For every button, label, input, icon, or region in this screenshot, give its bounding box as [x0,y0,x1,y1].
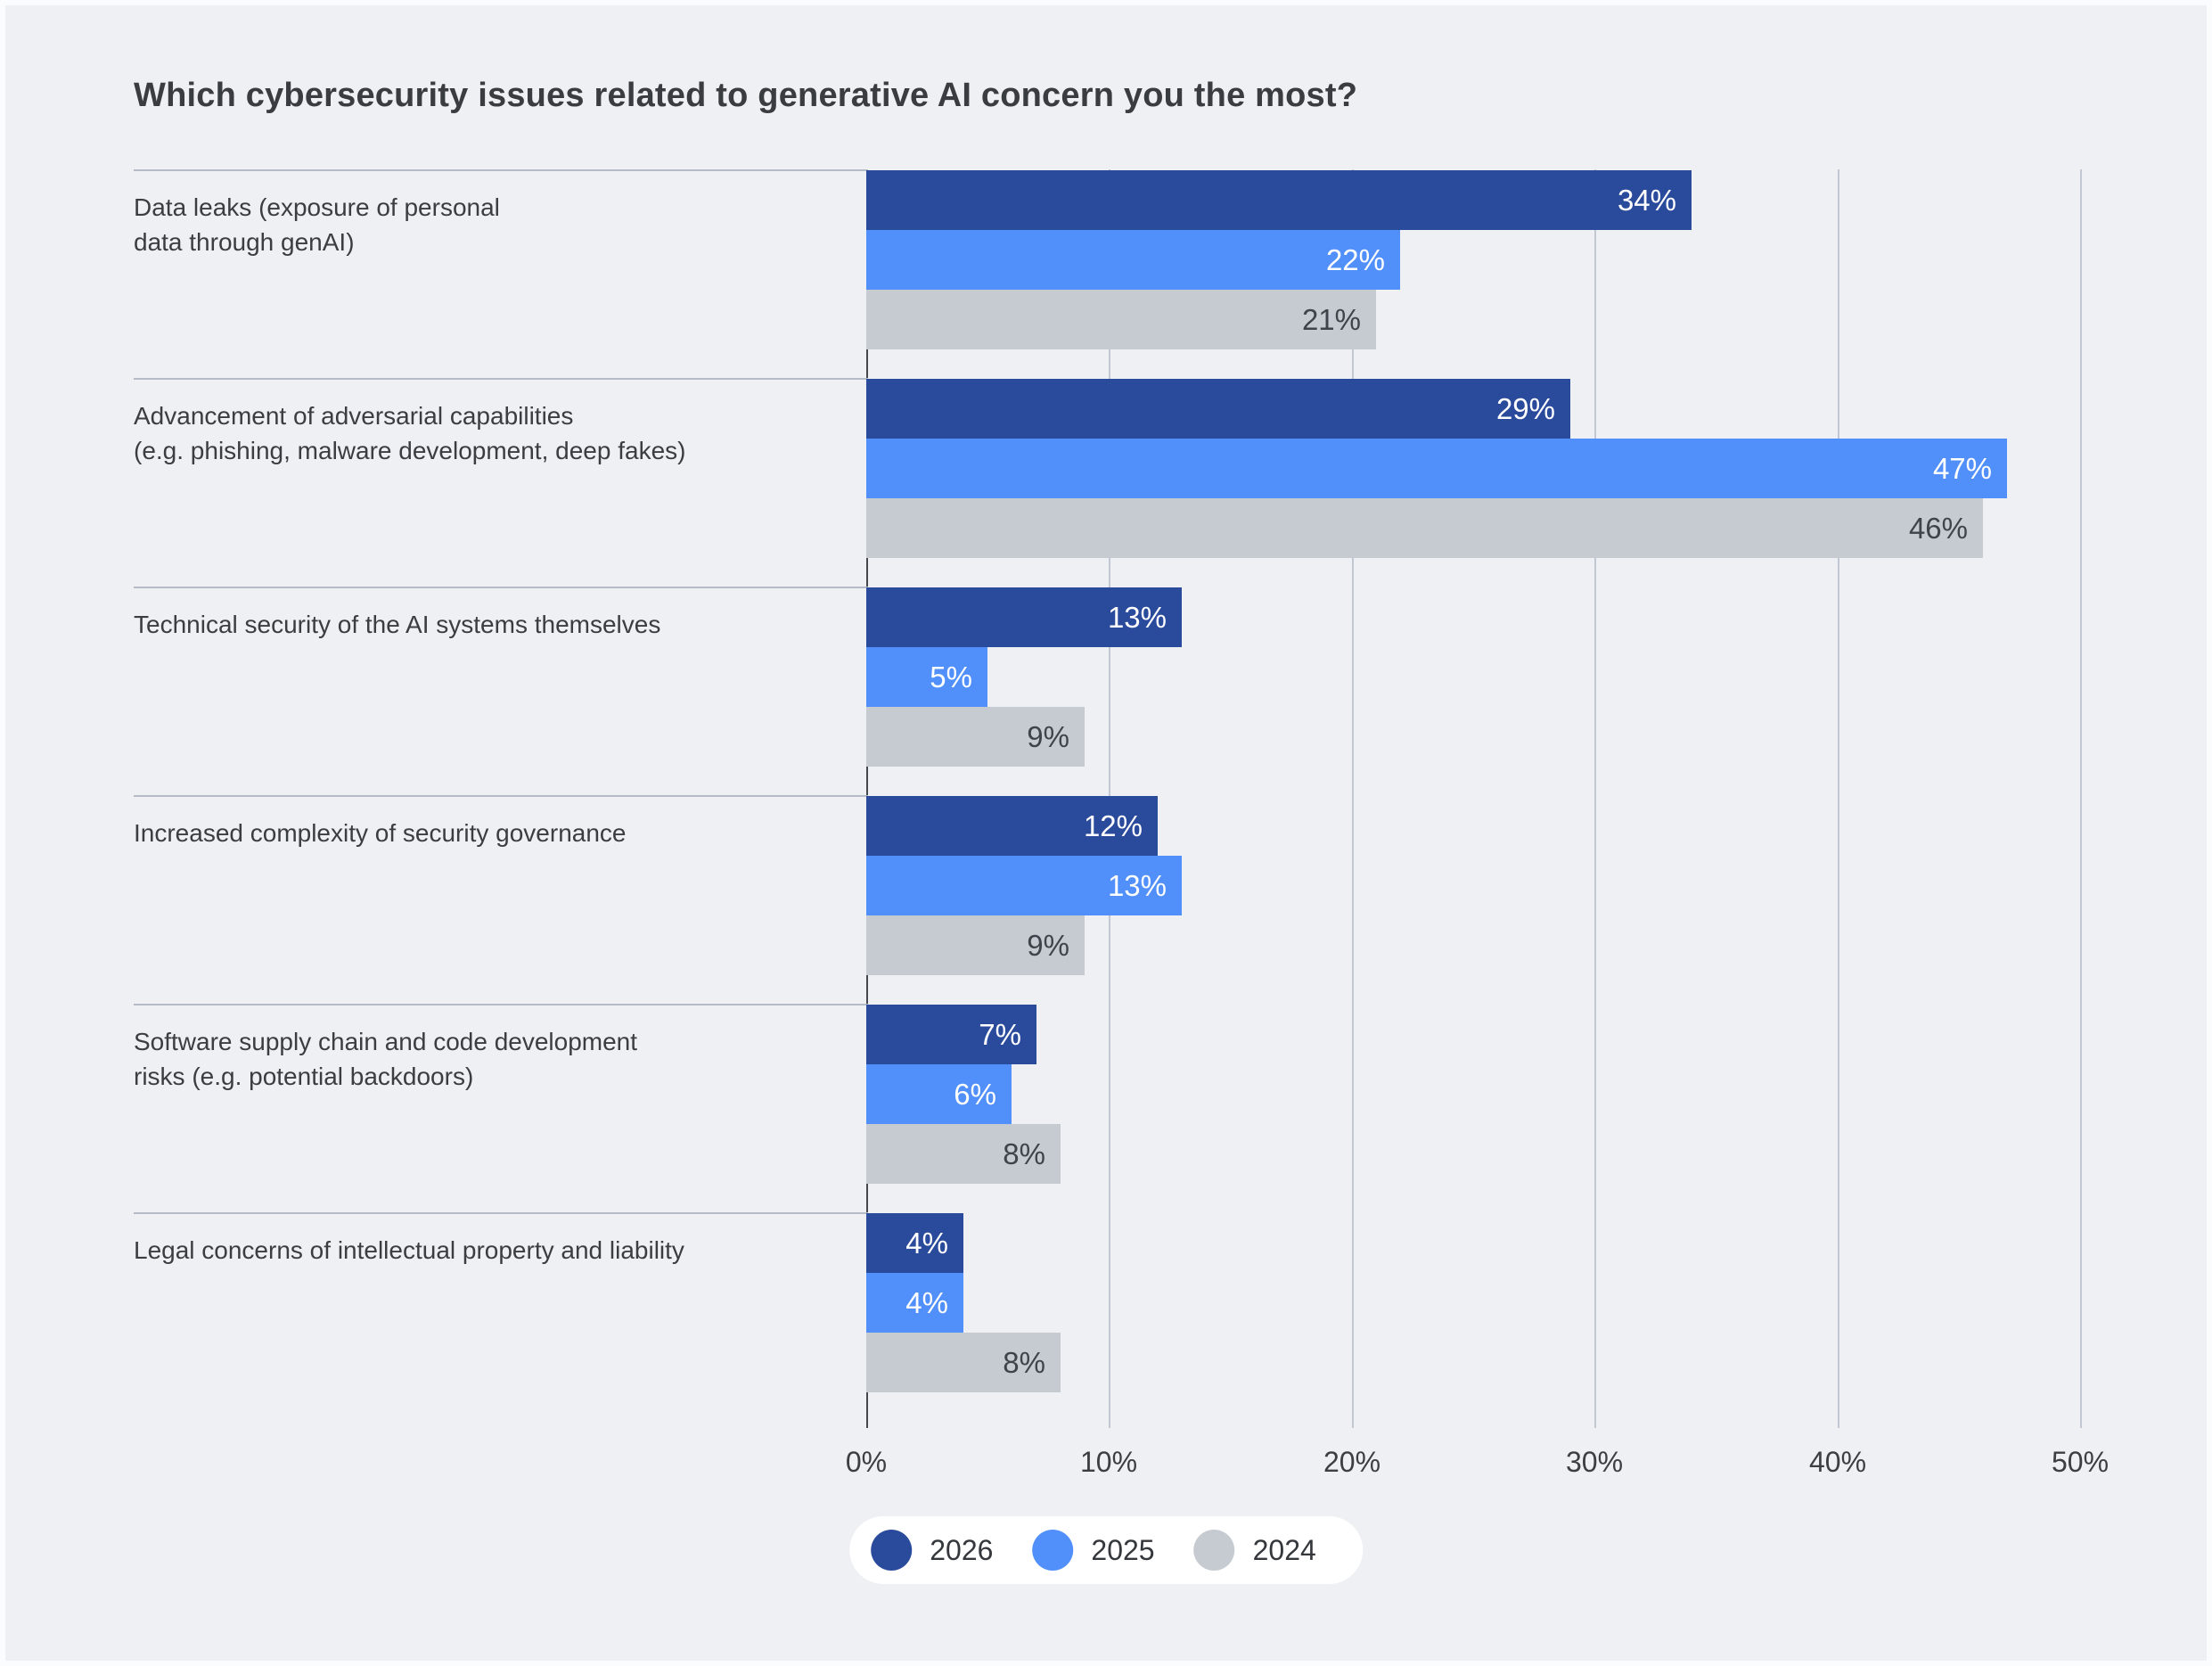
bar-value-label: 5% [930,660,972,693]
bar-value-label: 47% [1932,451,1992,485]
bar-2026: 34% [866,170,1692,230]
page-title: Which cybersecurity issues related to ge… [134,77,1358,114]
bar-2025: 22% [866,230,1400,290]
bar-2026: 7% [866,1005,1036,1064]
bar-group: 12% 13% 9% [866,796,1182,975]
bar-value-label: 12% [1083,808,1143,842]
bar-2025: 5% [866,647,987,707]
bar-2026: 4% [866,1213,963,1273]
legend-dot-icon [871,1530,913,1571]
bar-value-label: 7% [979,1017,1021,1051]
legend-dot-icon [1193,1530,1235,1571]
bar-group: 7% 6% 8% [866,1005,1061,1184]
row-separator [134,1212,868,1214]
bar-row: Technical security of the AI systems the… [134,587,2080,795]
axis-tick-label: 50% [2051,1446,2110,1478]
bar-2025: 47% [866,439,2007,498]
bar-group: 29% 47% 46% [866,379,2007,558]
bar-value-label: 8% [1003,1345,1045,1379]
axis-tick-label: 10% [1079,1446,1138,1478]
bar-2026: 29% [866,379,1570,439]
bar-value-label: 46% [1908,511,1968,545]
axis-tick-label: 40% [1808,1446,1867,1478]
axis-tick-label: 30% [1565,1446,1624,1478]
bar-2025: 6% [866,1064,1012,1124]
bar-value-label: 9% [1027,928,1069,962]
bar-2026: 12% [866,796,1158,856]
bar-value-label: 22% [1325,242,1385,276]
bar-rows-container: Data leaks (exposure of personal data th… [134,169,2080,1421]
row-separator [134,1004,868,1005]
bar-row: Legal concerns of intellectual property … [134,1212,2080,1421]
legend: 2026 2025 2024 [849,1516,1363,1584]
bar-2025: 4% [866,1273,963,1333]
gridline [2080,169,2082,1428]
row-separator [134,587,868,588]
axis-tick-label: 0% [845,1446,888,1478]
category-label: Advancement of adversarial capabilities … [134,402,686,464]
legend-dot-icon [1032,1530,1074,1571]
bar-2024: 8% [866,1333,1061,1392]
row-separator [134,795,868,797]
bar-value-label: 34% [1617,183,1676,217]
bar-value-label: 29% [1495,391,1555,425]
legend-item-2025: 2025 [1032,1530,1155,1571]
bar-value-label: 13% [1107,600,1167,634]
legend-label: 2026 [930,1533,994,1566]
bar-row: Increased complexity of security governa… [134,795,2080,1004]
row-separator [134,378,868,380]
bar-2024: 21% [866,290,1376,349]
bar-value-label: 13% [1107,868,1167,902]
legend-label: 2024 [1252,1533,1316,1566]
legend-label: 2025 [1091,1533,1155,1566]
bar-2025: 13% [866,856,1182,915]
bar-row: Software supply chain and code developme… [134,1004,2080,1212]
bar-group: 4% 4% 8% [866,1213,1061,1392]
gridline [1594,169,1596,1428]
bar-2024: 9% [866,707,1085,767]
bar-group: 13% 5% 9% [866,587,1182,767]
legend-item-2024: 2024 [1193,1530,1316,1571]
bar-value-label: 6% [954,1077,996,1111]
bar-2024: 9% [866,915,1085,975]
legend-item-2026: 2026 [871,1530,993,1571]
category-label: Data leaks (exposure of personal data th… [134,193,500,256]
bar-value-label: 8% [1003,1137,1045,1170]
bar-group: 34% 22% 21% [866,170,1692,349]
gridline [1352,169,1354,1428]
category-label: Technical security of the AI systems the… [134,611,661,638]
category-label: Increased complexity of security governa… [134,819,627,847]
bar-2024: 8% [866,1124,1061,1184]
axis-tick-label: 20% [1323,1446,1381,1478]
bar-2026: 13% [866,587,1182,647]
category-label: Software supply chain and code developme… [134,1028,638,1090]
bar-row: Data leaks (exposure of personal data th… [134,169,2080,378]
category-label: Legal concerns of intellectual property … [134,1236,684,1264]
bar-value-label: 4% [905,1226,948,1260]
bar-2024: 46% [866,498,1983,558]
bar-value-label: 4% [905,1285,948,1319]
bar-value-label: 21% [1301,302,1361,336]
gridline [1838,169,1839,1428]
bar-value-label: 9% [1027,719,1069,753]
bar-row: Advancement of adversarial capabilities … [134,378,2080,587]
row-separator [134,169,868,171]
